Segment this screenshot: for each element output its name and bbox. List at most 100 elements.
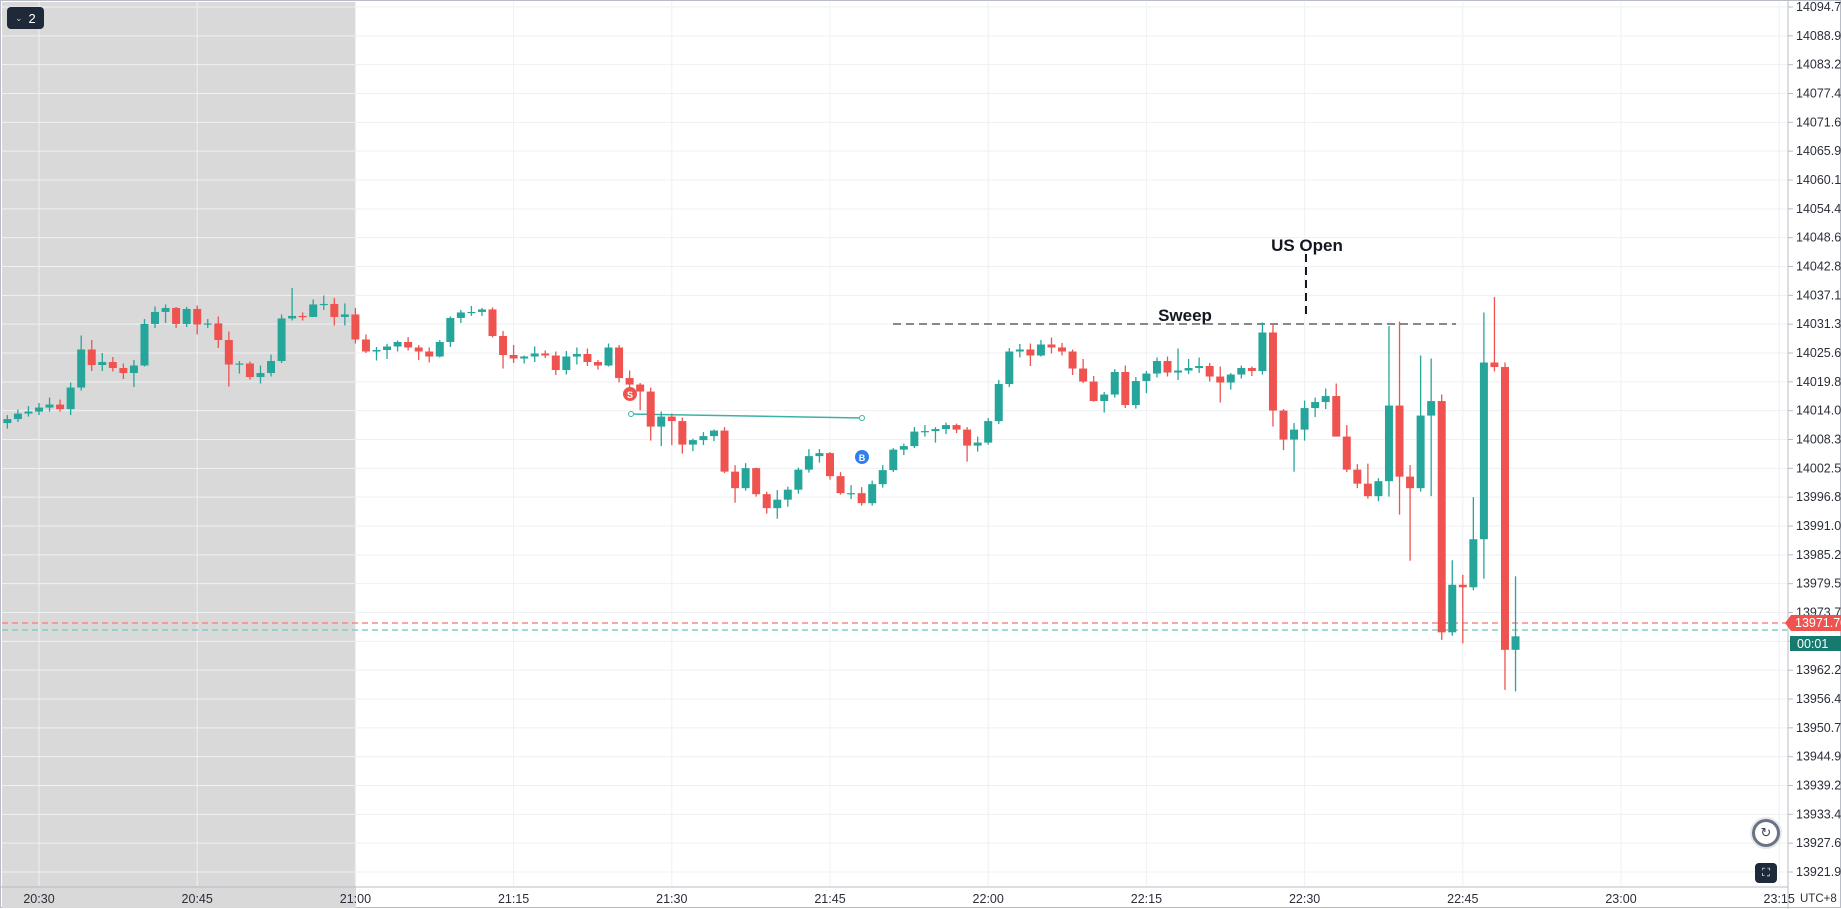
candle[interactable]	[646, 387, 655, 441]
fit-screen-button[interactable]: ⛶	[1755, 863, 1777, 883]
candle[interactable]	[625, 370, 634, 390]
annotation-sweep[interactable]: Sweep	[1158, 306, 1212, 325]
candle[interactable]	[1089, 376, 1098, 402]
candle[interactable]	[446, 316, 455, 347]
candle[interactable]	[45, 397, 54, 412]
candle[interactable]	[425, 347, 434, 363]
candle[interactable]	[1163, 356, 1172, 377]
candle[interactable]	[804, 449, 813, 473]
candle[interactable]	[24, 406, 33, 417]
candle[interactable]	[182, 306, 191, 327]
candle[interactable]	[1416, 355, 1425, 492]
candle[interactable]	[1279, 409, 1288, 451]
candle[interactable]	[245, 361, 254, 380]
candle[interactable]	[1427, 358, 1436, 497]
candle[interactable]	[636, 383, 645, 411]
candle[interactable]	[361, 334, 370, 353]
candle[interactable]	[1258, 322, 1267, 375]
candle[interactable]	[520, 355, 529, 364]
candle[interactable]	[847, 485, 856, 500]
candle[interactable]	[572, 347, 581, 365]
candle[interactable]	[826, 452, 834, 480]
candle[interactable]	[1448, 560, 1457, 636]
candle[interactable]	[794, 467, 803, 494]
candle[interactable]	[108, 357, 117, 372]
candle[interactable]	[857, 487, 866, 506]
candle[interactable]	[783, 486, 792, 507]
candle[interactable]	[899, 443, 908, 456]
candle[interactable]	[1110, 369, 1119, 398]
candle[interactable]	[762, 491, 771, 514]
candle[interactable]	[1131, 377, 1140, 409]
candle[interactable]	[678, 417, 687, 454]
candle[interactable]	[140, 318, 149, 367]
candle[interactable]	[1300, 400, 1309, 441]
candle[interactable]	[151, 306, 160, 328]
candle[interactable]	[720, 427, 729, 474]
candle[interactable]	[1268, 324, 1277, 427]
candle[interactable]	[1047, 337, 1056, 354]
candle[interactable]	[910, 427, 919, 449]
price-axis[interactable]: 14094.72 14088.96 14083.20 14077.44 14071.68…	[1787, 1, 1841, 909]
candle[interactable]	[267, 354, 276, 377]
candle[interactable]	[615, 344, 624, 383]
candle[interactable]	[351, 307, 360, 344]
candle[interactable]	[193, 305, 202, 335]
candle[interactable]	[920, 425, 929, 437]
candle[interactable]	[98, 353, 107, 372]
candle[interactable]	[1374, 478, 1383, 502]
candle[interactable]	[657, 411, 666, 447]
candle[interactable]	[1079, 359, 1088, 384]
candle[interactable]	[77, 335, 86, 391]
candle[interactable]	[1100, 392, 1109, 413]
candle[interactable]	[1384, 325, 1393, 497]
candle[interactable]	[393, 340, 402, 352]
candle[interactable]	[530, 346, 539, 363]
candle[interactable]	[456, 309, 465, 323]
candle[interactable]	[752, 467, 761, 497]
candle[interactable]	[1142, 371, 1151, 394]
candle[interactable]	[1195, 357, 1204, 374]
candle[interactable]	[56, 399, 65, 412]
candle[interactable]	[709, 429, 718, 442]
candle[interactable]	[224, 331, 233, 387]
candle[interactable]	[1490, 296, 1499, 372]
candle[interactable]	[741, 463, 750, 491]
candle[interactable]	[1437, 394, 1446, 640]
candle[interactable]	[973, 436, 982, 452]
candle[interactable]	[1152, 357, 1161, 378]
candle[interactable]	[488, 307, 497, 338]
candle[interactable]	[868, 480, 877, 506]
candle[interactable]	[214, 316, 223, 348]
candle[interactable]	[13, 409, 22, 423]
candle[interactable]	[35, 403, 43, 416]
candle[interactable]	[404, 336, 413, 351]
buy-marker[interactable]	[855, 450, 869, 464]
candle[interactable]	[1121, 365, 1130, 409]
candle[interactable]	[1500, 362, 1509, 690]
candle[interactable]	[1036, 339, 1045, 357]
candle[interactable]	[1005, 347, 1014, 388]
candle[interactable]	[551, 351, 560, 376]
candle[interactable]	[836, 472, 845, 495]
candle[interactable]	[87, 339, 96, 372]
candle[interactable]	[1026, 343, 1035, 367]
candle[interactable]	[172, 306, 181, 328]
time-axis[interactable]: 20:30 20:45 21:00 21:15 21:30 21:45 22:00 22:15…	[1, 886, 1795, 906]
candle[interactable]	[583, 348, 592, 367]
candle[interactable]	[942, 422, 951, 435]
candle[interactable]	[1406, 465, 1415, 561]
candle[interactable]	[1205, 363, 1214, 382]
candle[interactable]	[1247, 366, 1256, 377]
candle[interactable]	[984, 418, 993, 445]
candle[interactable]	[340, 303, 349, 326]
candle[interactable]	[372, 346, 381, 361]
candle[interactable]	[1321, 388, 1330, 410]
candle[interactable]	[298, 312, 307, 321]
candle[interactable]	[1015, 343, 1024, 358]
candle[interactable]	[477, 307, 486, 316]
candle[interactable]	[277, 314, 286, 364]
candle[interactable]	[889, 448, 898, 473]
candle[interactable]	[1174, 348, 1183, 381]
